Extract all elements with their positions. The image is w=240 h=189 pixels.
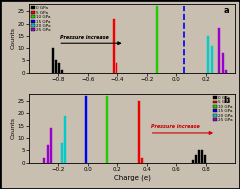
Bar (225, 70, 227, 73)
Bar (207, 36, 209, 73)
Bar (61, 70, 63, 73)
Bar (106, 96, 108, 163)
X-axis label: Charge (e): Charge (e) (114, 174, 150, 181)
Bar (116, 63, 117, 73)
Bar (61, 143, 63, 163)
Bar (50, 128, 52, 163)
Bar (211, 46, 213, 73)
Legend: 0 GPa, 5 GPa, 10 GPa, 15 GPa, 20 GPa, 25 GPa: 0 GPa, 5 GPa, 10 GPa, 15 GPa, 20 GPa, 25… (31, 6, 51, 33)
Text: a: a (223, 6, 229, 15)
Bar (113, 19, 114, 73)
Bar (222, 53, 224, 73)
Text: Pressure increase: Pressure increase (60, 35, 108, 40)
Bar (198, 150, 200, 163)
Bar (64, 116, 66, 163)
Bar (55, 60, 57, 73)
Bar (47, 145, 49, 163)
Bar (43, 158, 45, 163)
Bar (192, 160, 194, 163)
Text: Pressure increase: Pressure increase (151, 124, 200, 129)
Y-axis label: Counts: Counts (11, 27, 16, 49)
Bar (58, 63, 60, 73)
Bar (218, 28, 220, 73)
Bar (52, 48, 54, 73)
Text: b: b (223, 96, 229, 105)
Bar (204, 155, 206, 163)
Legend: 0 GPa, 5 GPa, 10 GPa, 15 GPa, 20 GPa, 25 GPa: 0 GPa, 5 GPa, 10 GPa, 15 GPa, 20 GPa, 25… (213, 96, 233, 122)
Y-axis label: Counts: Counts (11, 117, 16, 139)
Bar (156, 6, 158, 73)
Bar (85, 96, 87, 163)
Bar (138, 101, 140, 163)
Bar (141, 158, 143, 163)
Bar (195, 155, 197, 163)
Bar (201, 150, 203, 163)
